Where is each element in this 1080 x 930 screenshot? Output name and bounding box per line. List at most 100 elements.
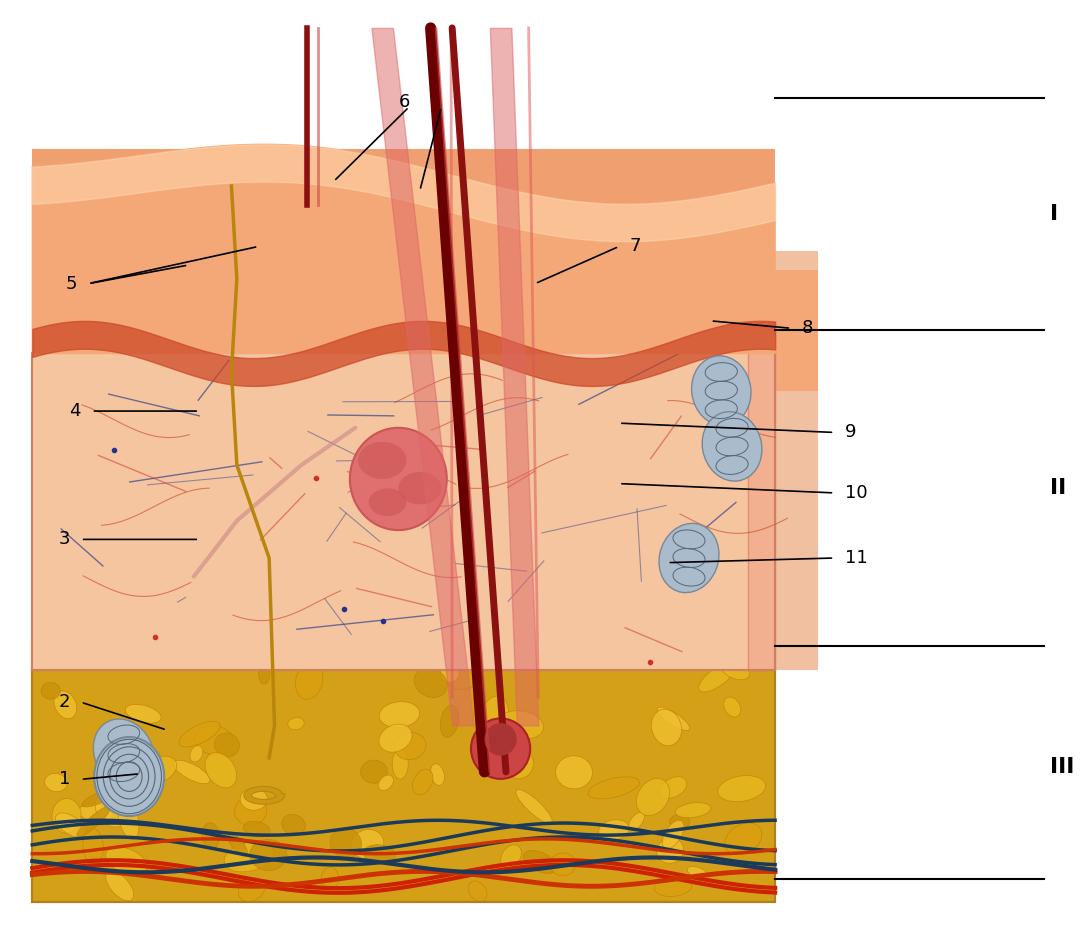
- Ellipse shape: [228, 833, 247, 857]
- Ellipse shape: [52, 799, 81, 833]
- Ellipse shape: [378, 775, 393, 790]
- Ellipse shape: [550, 853, 576, 876]
- Ellipse shape: [44, 774, 67, 791]
- Ellipse shape: [413, 769, 433, 795]
- Ellipse shape: [296, 662, 323, 699]
- Ellipse shape: [259, 664, 270, 684]
- FancyBboxPatch shape: [32, 353, 775, 670]
- Ellipse shape: [469, 881, 487, 901]
- Ellipse shape: [215, 733, 240, 757]
- Text: 5: 5: [66, 274, 78, 293]
- Text: 4: 4: [69, 402, 81, 420]
- Ellipse shape: [249, 840, 287, 870]
- Ellipse shape: [691, 356, 751, 425]
- Text: 8: 8: [802, 319, 813, 338]
- Ellipse shape: [330, 829, 362, 858]
- Ellipse shape: [431, 764, 445, 785]
- Text: III: III: [1050, 757, 1074, 777]
- Ellipse shape: [501, 844, 522, 868]
- Ellipse shape: [77, 806, 110, 837]
- Ellipse shape: [225, 842, 273, 872]
- Polygon shape: [32, 144, 775, 353]
- Text: 11: 11: [845, 549, 868, 567]
- Ellipse shape: [588, 777, 639, 799]
- Ellipse shape: [718, 776, 766, 802]
- Ellipse shape: [654, 877, 692, 897]
- Ellipse shape: [394, 733, 426, 760]
- Ellipse shape: [657, 707, 690, 730]
- Ellipse shape: [670, 815, 690, 830]
- Ellipse shape: [392, 749, 408, 779]
- Ellipse shape: [79, 804, 112, 822]
- Ellipse shape: [556, 756, 593, 789]
- Ellipse shape: [702, 412, 761, 481]
- Ellipse shape: [234, 797, 267, 825]
- Ellipse shape: [240, 788, 268, 810]
- Ellipse shape: [498, 711, 543, 739]
- Ellipse shape: [445, 659, 480, 689]
- Ellipse shape: [399, 472, 442, 504]
- FancyBboxPatch shape: [748, 326, 775, 670]
- Ellipse shape: [687, 867, 708, 880]
- Ellipse shape: [202, 823, 219, 848]
- Ellipse shape: [239, 878, 265, 901]
- Text: 6: 6: [399, 93, 409, 112]
- Ellipse shape: [662, 820, 684, 849]
- Ellipse shape: [138, 756, 177, 785]
- Ellipse shape: [54, 691, 77, 719]
- Ellipse shape: [524, 850, 556, 873]
- Ellipse shape: [721, 661, 750, 680]
- Ellipse shape: [173, 760, 210, 784]
- Ellipse shape: [287, 718, 305, 730]
- Ellipse shape: [482, 697, 509, 732]
- Ellipse shape: [106, 870, 134, 901]
- FancyBboxPatch shape: [32, 149, 775, 353]
- FancyBboxPatch shape: [32, 642, 775, 902]
- Ellipse shape: [82, 788, 119, 807]
- Ellipse shape: [195, 725, 233, 755]
- Ellipse shape: [379, 724, 413, 752]
- Ellipse shape: [350, 428, 447, 530]
- Ellipse shape: [124, 751, 160, 765]
- Ellipse shape: [651, 710, 681, 746]
- Ellipse shape: [179, 721, 220, 747]
- Ellipse shape: [724, 697, 741, 717]
- Ellipse shape: [190, 746, 203, 762]
- Ellipse shape: [699, 662, 735, 692]
- Text: I: I: [1050, 204, 1057, 224]
- Ellipse shape: [441, 705, 459, 737]
- Ellipse shape: [503, 748, 534, 778]
- Ellipse shape: [660, 777, 687, 798]
- Text: 10: 10: [845, 484, 867, 502]
- Ellipse shape: [361, 760, 388, 783]
- Text: 3: 3: [58, 530, 70, 549]
- Ellipse shape: [125, 704, 161, 724]
- Ellipse shape: [282, 815, 306, 835]
- Ellipse shape: [55, 813, 85, 837]
- Ellipse shape: [441, 666, 459, 683]
- Ellipse shape: [675, 803, 711, 817]
- Ellipse shape: [321, 867, 339, 889]
- Ellipse shape: [659, 524, 719, 592]
- Ellipse shape: [205, 752, 237, 788]
- Ellipse shape: [598, 819, 630, 840]
- Ellipse shape: [629, 812, 645, 830]
- Text: 9: 9: [845, 423, 856, 442]
- Ellipse shape: [41, 683, 60, 699]
- Ellipse shape: [363, 844, 395, 864]
- Text: 7: 7: [630, 237, 642, 256]
- Ellipse shape: [93, 719, 154, 788]
- Ellipse shape: [516, 790, 552, 823]
- Text: 1: 1: [58, 770, 70, 789]
- Ellipse shape: [368, 488, 406, 516]
- Ellipse shape: [379, 701, 420, 727]
- Ellipse shape: [244, 821, 270, 837]
- Ellipse shape: [657, 838, 684, 863]
- Ellipse shape: [106, 847, 147, 875]
- Ellipse shape: [99, 784, 129, 797]
- Ellipse shape: [95, 793, 126, 827]
- Ellipse shape: [594, 823, 622, 842]
- Ellipse shape: [351, 830, 383, 858]
- Ellipse shape: [500, 757, 521, 775]
- Ellipse shape: [471, 718, 530, 779]
